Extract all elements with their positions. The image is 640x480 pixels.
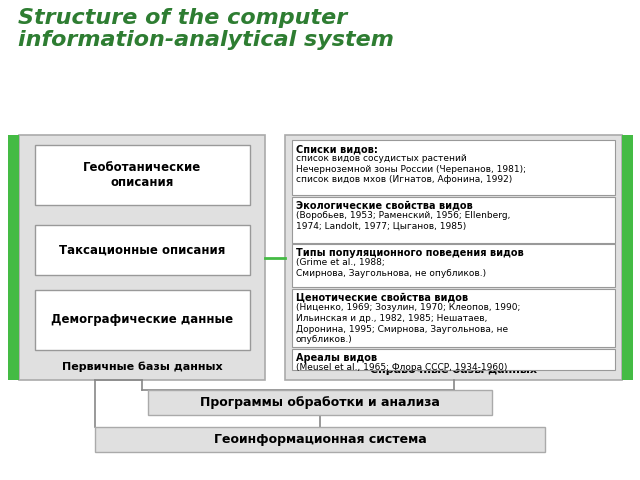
Text: Таксационные описания: Таксационные описания: [60, 243, 226, 256]
Bar: [292, 140, 615, 195]
Text: Геоботанические
описания: Геоботанические описания: [83, 161, 202, 189]
Text: Ареалы видов: Ареалы видов: [296, 353, 377, 363]
Bar: [19, 135, 265, 380]
Bar: [292, 349, 615, 370]
Text: Справочные базы данных: Справочные базы данных: [370, 364, 537, 375]
Text: Structure of the computer
information-analytical system: Structure of the computer information-an…: [18, 8, 394, 50]
Text: Геоинформационная система: Геоинформационная система: [214, 433, 426, 446]
Bar: [95, 427, 545, 452]
Text: Программы обработки и анализа: Программы обработки и анализа: [200, 396, 440, 409]
Text: Списки видов:: Списки видов:: [296, 144, 378, 154]
Bar: [292, 289, 615, 347]
Bar: [292, 244, 615, 287]
Text: Ценотические свойства видов: Ценотические свойства видов: [296, 293, 468, 303]
Bar: [148, 390, 492, 415]
Bar: [35, 225, 250, 275]
Bar: [622, 135, 633, 380]
Text: Демографические данные: Демографические данные: [51, 313, 234, 326]
Bar: [8, 135, 19, 380]
Text: (Meusel et al., 1965; Флора СССР, 1934-1960): (Meusel et al., 1965; Флора СССР, 1934-1…: [296, 363, 508, 372]
Text: (Ниценко, 1969; Зозулин, 1970; Клеопов, 1990;
Ильинская и др., 1982, 1985; Нешат: (Ниценко, 1969; Зозулин, 1970; Клеопов, …: [296, 303, 520, 344]
Text: (Grime et al., 1988;
Смирнова, Заугольнова, не опубликов.): (Grime et al., 1988; Смирнова, Заугольно…: [296, 258, 486, 278]
Bar: [35, 145, 250, 205]
Text: список видов сосудистых растений
Нечерноземной зоны России (Черепанов, 1981);
сп: список видов сосудистых растений Нечерно…: [296, 154, 526, 184]
Text: Экологические свойства видов: Экологические свойства видов: [296, 201, 473, 211]
Text: Первичные базы данных: Первичные базы данных: [61, 361, 222, 372]
Text: (Воробьев, 1953; Раменский, 1956; Ellenberg,
1974; Landolt, 1977; Цыганов, 1985): (Воробьев, 1953; Раменский, 1956; Ellenb…: [296, 211, 510, 231]
Text: Типы популяционного поведения видов: Типы популяционного поведения видов: [296, 248, 524, 258]
Bar: [35, 290, 250, 350]
Bar: [285, 135, 622, 380]
Bar: [292, 197, 615, 243]
